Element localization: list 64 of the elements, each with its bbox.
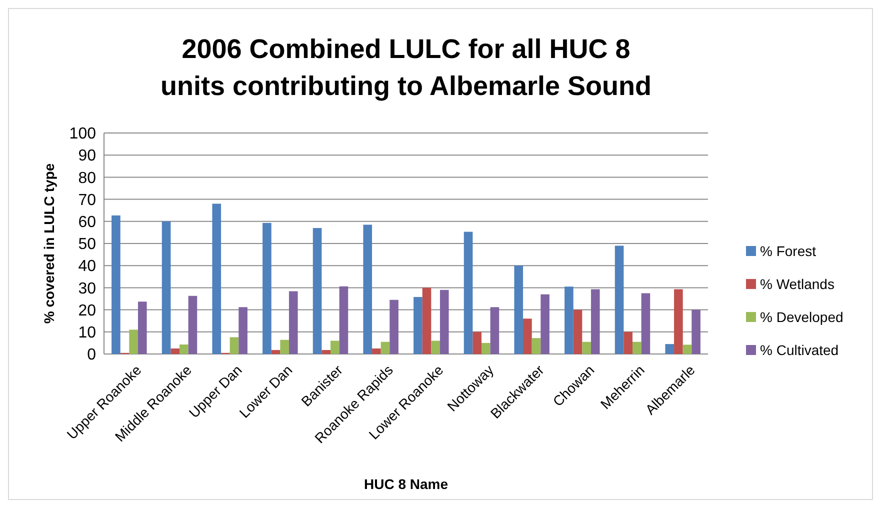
y-tick-label: 0 bbox=[87, 346, 96, 364]
bar bbox=[312, 228, 322, 354]
bar bbox=[540, 294, 550, 354]
bar bbox=[482, 342, 490, 354]
bar bbox=[490, 307, 500, 354]
bar bbox=[180, 344, 188, 354]
bar bbox=[632, 342, 642, 354]
bar bbox=[138, 302, 147, 354]
bar bbox=[280, 340, 289, 354]
bar bbox=[212, 204, 222, 354]
legend-label: % Forest bbox=[760, 242, 816, 259]
bar bbox=[532, 338, 541, 354]
bar bbox=[674, 289, 683, 354]
y-axis-title: % covered in LULC type bbox=[41, 163, 57, 324]
bar bbox=[380, 342, 390, 354]
x-axis-title: HUC 8 Name bbox=[364, 476, 448, 492]
y-tick-label: 80 bbox=[78, 170, 96, 187]
legend-label: % Developed bbox=[760, 308, 844, 325]
bar bbox=[170, 348, 180, 354]
bar bbox=[390, 300, 398, 354]
bar bbox=[665, 344, 674, 354]
y-tick-label: 20 bbox=[78, 302, 96, 320]
bar bbox=[523, 318, 532, 354]
bar bbox=[129, 330, 138, 354]
bar bbox=[262, 222, 272, 354]
bar bbox=[682, 344, 692, 354]
y-tick-label: 50 bbox=[78, 236, 96, 254]
bar bbox=[440, 290, 449, 354]
bar bbox=[330, 340, 340, 354]
y-tick-label: 10 bbox=[78, 324, 96, 342]
bar bbox=[363, 224, 372, 354]
bar bbox=[514, 266, 524, 354]
bar bbox=[162, 221, 171, 354]
bar bbox=[422, 288, 432, 354]
bar bbox=[414, 296, 422, 354]
bar bbox=[271, 350, 280, 354]
bar bbox=[573, 310, 582, 354]
y-tick-label: 90 bbox=[78, 148, 96, 165]
bar bbox=[230, 337, 239, 354]
bar bbox=[641, 293, 650, 354]
bar bbox=[564, 286, 574, 354]
legend-label: % Wetlands bbox=[760, 276, 834, 292]
bar bbox=[692, 310, 700, 354]
bar bbox=[372, 348, 381, 354]
bar bbox=[590, 289, 600, 354]
bar bbox=[464, 232, 473, 354]
y-tick-label: 70 bbox=[78, 192, 96, 209]
y-tick-label: 100 bbox=[69, 126, 96, 143]
bar bbox=[188, 296, 198, 354]
bar bbox=[431, 340, 440, 354]
bar bbox=[339, 286, 348, 354]
bar bbox=[112, 215, 120, 354]
bar bbox=[288, 291, 298, 354]
bar bbox=[322, 350, 330, 354]
bar bbox=[472, 332, 482, 354]
legend-label: % Cultivated bbox=[760, 342, 839, 358]
bar bbox=[624, 332, 632, 354]
bar bbox=[238, 307, 248, 354]
y-tick-label: 40 bbox=[78, 258, 96, 276]
bar bbox=[614, 246, 624, 354]
chart-title: 2006 Combined LULC for all HUC 8 units contributing to Albemarle Sound bbox=[160, 34, 652, 101]
y-tick-label: 30 bbox=[78, 280, 96, 298]
y-tick-label: 60 bbox=[78, 214, 96, 231]
bar bbox=[582, 342, 591, 354]
